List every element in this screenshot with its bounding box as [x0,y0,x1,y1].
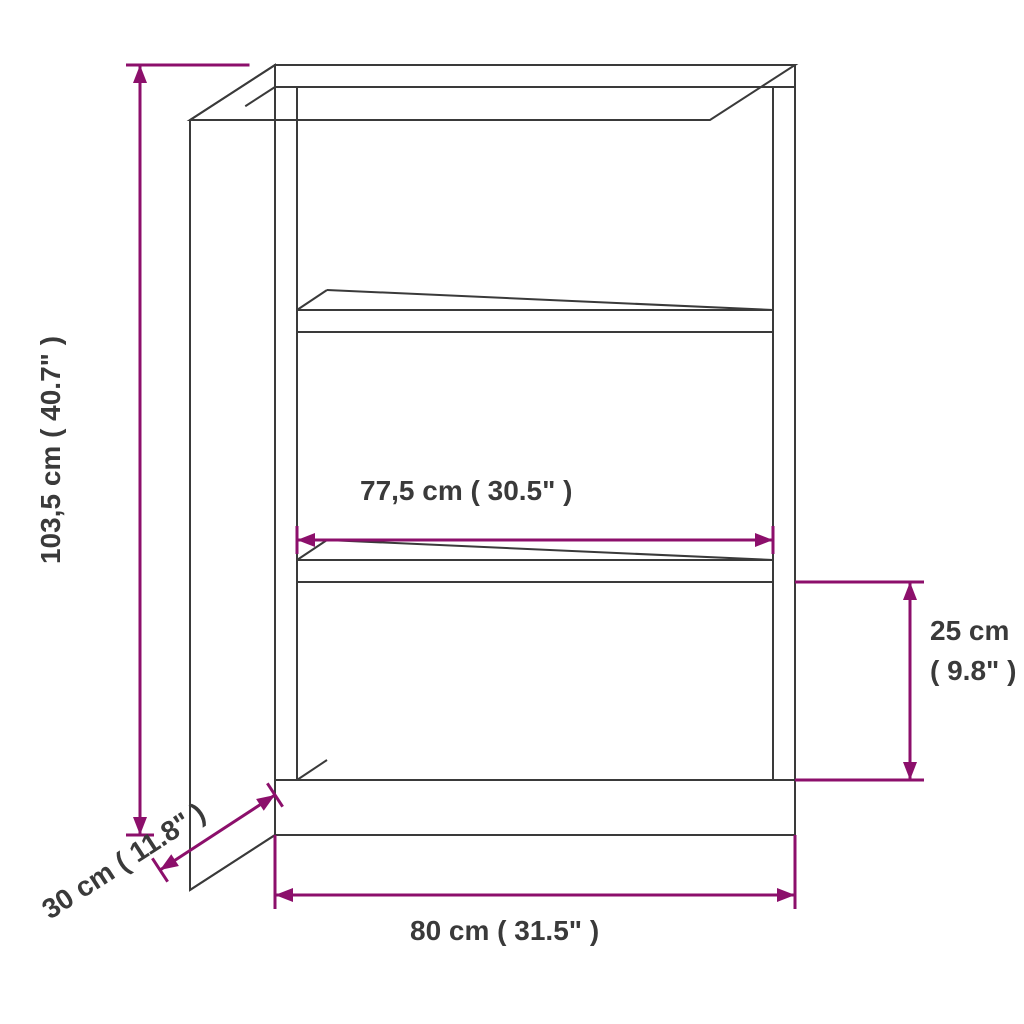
dim-height-label: 103,5 cm ( 40.7" ) [35,336,66,564]
dim-width-label: 80 cm ( 31.5" ) [410,915,599,946]
dim-shelf-height-label: 25 cm [930,615,1009,646]
svg-text:( 9.8" ): ( 9.8" ) [930,655,1016,686]
dim-inner-width-label: 77,5 cm ( 30.5" ) [360,475,573,506]
dim-depth-label: 30 cm ( 11.8" ) [36,797,210,925]
